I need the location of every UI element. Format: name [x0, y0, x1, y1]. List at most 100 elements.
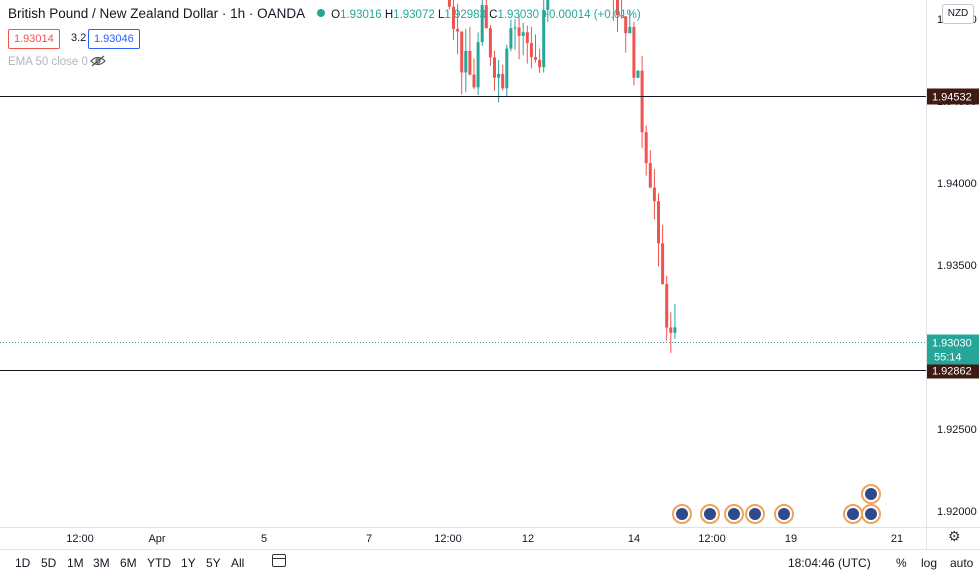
auto-toggle[interactable]: auto: [950, 556, 974, 570]
candle-body: [497, 73, 501, 78]
candle-body: [534, 57, 537, 60]
x-tick-label: Apr: [148, 533, 165, 545]
candle-body: [521, 32, 525, 36]
currency-button[interactable]: NZD: [942, 4, 974, 24]
candle-body: [636, 70, 640, 78]
x-tick-label: 12:00: [66, 533, 94, 545]
symbol-title[interactable]: British Pound / New Zealand Dollar · 1h …: [8, 6, 306, 21]
range-1m[interactable]: 1M: [67, 556, 84, 570]
candle-body: [644, 132, 648, 164]
candle-body: [509, 28, 513, 49]
candle-body: [501, 73, 505, 89]
event-flag-inner-icon: [847, 508, 859, 520]
countdown-timer: 55:14: [934, 352, 962, 364]
x-tick-label: 5: [261, 533, 267, 545]
close-value: 1.93030: [497, 9, 540, 21]
horizontal-line-label: 1.92862: [932, 366, 972, 378]
sell-button[interactable]: 1.93014: [8, 29, 60, 49]
percent-toggle[interactable]: %: [896, 556, 907, 570]
candle-body: [484, 5, 488, 29]
event-flag-inner-icon: [704, 508, 716, 520]
spread-value: 3.2: [66, 29, 92, 47]
candle-body: [665, 284, 669, 328]
change-value: +0.00014 (+0.01%): [542, 9, 641, 21]
y-tick-label: 1.94000: [937, 178, 977, 190]
eye-hidden-icon[interactable]: [90, 55, 106, 70]
candle-body: [447, 0, 451, 7]
event-flag-inner-icon: [865, 508, 877, 520]
range-5y[interactable]: 5Y: [206, 556, 221, 570]
price-chart[interactable]: 1.920001.925001.930001.935001.940001.945…: [0, 0, 980, 549]
utc-clock[interactable]: 18:04:46 (UTC): [788, 556, 871, 570]
candle-body: [468, 50, 472, 75]
low-label: L: [437, 9, 445, 21]
x-tick-label: 12:00: [698, 533, 726, 545]
candle-body: [632, 26, 636, 78]
high-value: 1.93072: [393, 9, 435, 21]
candle-body: [661, 243, 665, 285]
last-price-value: 1.93030: [932, 338, 972, 350]
candle-body: [513, 27, 517, 29]
candle-body: [673, 327, 677, 333]
candle-body: [669, 327, 673, 333]
candle-body: [464, 50, 468, 73]
x-tick-label: 12: [522, 533, 534, 545]
range-ytd[interactable]: YTD: [147, 556, 171, 570]
range-5d[interactable]: 5D: [41, 556, 57, 570]
event-flag-inner-icon: [778, 508, 790, 520]
range-3m[interactable]: 3M: [93, 556, 110, 570]
last-price-label-bg: [927, 334, 979, 365]
range-1d[interactable]: 1D: [15, 556, 31, 570]
y-tick-label: 1.93500: [937, 260, 977, 272]
bottom-toolbar: 1D 5D 1M 3M 6M YTD 1Y 5Y All 18:04:46 (U…: [0, 549, 980, 575]
open-label: O: [331, 9, 341, 21]
low-value: 1.92983: [444, 9, 486, 21]
x-tick-label: 12:00: [434, 533, 462, 545]
range-1y[interactable]: 1Y: [181, 556, 196, 570]
calendar-icon[interactable]: [272, 554, 286, 567]
candle-body: [529, 43, 533, 58]
candle-body: [493, 57, 496, 78]
range-6m[interactable]: 6M: [120, 556, 137, 570]
candle-body: [624, 16, 628, 34]
candle-body: [505, 48, 509, 89]
x-tick-label: 19: [785, 533, 797, 545]
candle-body: [488, 28, 492, 58]
gear-icon[interactable]: ⚙: [948, 528, 961, 544]
candle-body: [452, 6, 455, 29]
event-flag-inner-icon: [749, 508, 761, 520]
y-tick-label: 1.92000: [937, 506, 977, 518]
close-label: C: [489, 9, 498, 21]
x-tick-label: 21: [891, 533, 903, 545]
candle-body: [480, 5, 484, 43]
horizontal-line-label-bg: [927, 362, 979, 379]
y-tick-label: 1.92500: [937, 424, 977, 436]
candle-body: [517, 27, 521, 36]
candle-body: [460, 31, 464, 73]
candle-body: [542, 9, 546, 68]
market-status-icon: [317, 9, 326, 17]
candle-body: [620, 15, 624, 17]
symbol-header: British Pound / New Zealand Dollar · 1h …: [8, 6, 641, 21]
event-flag-inner-icon: [728, 508, 740, 520]
candles-group: [447, 0, 677, 354]
x-tick-label: 7: [366, 533, 372, 545]
candle-body: [648, 163, 652, 188]
log-toggle[interactable]: log: [921, 556, 938, 570]
candle-body: [525, 32, 529, 44]
candle-body: [472, 74, 476, 88]
buy-button[interactable]: 1.93046: [88, 29, 140, 49]
candle-body: [657, 201, 660, 244]
candle-body: [628, 26, 632, 34]
candle-body: [616, 0, 619, 16]
open-value: 1.93016: [340, 9, 382, 21]
event-flag-inner-icon: [865, 488, 877, 500]
x-tick-label: 14: [628, 533, 640, 545]
candle-body: [640, 70, 644, 133]
high-label: H: [384, 9, 394, 21]
candle-body: [538, 59, 542, 68]
candle-body: [546, 0, 550, 10]
indicator-legend[interactable]: EMA 50 close 0: [8, 56, 88, 68]
horizontal-line-label-bg: [927, 88, 979, 105]
range-all[interactable]: All: [231, 556, 245, 570]
